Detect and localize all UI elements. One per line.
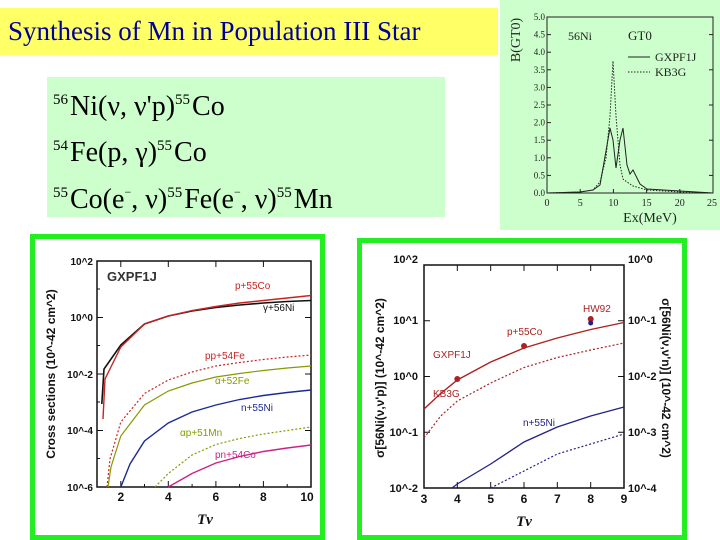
svg-text:10^-2: 10^-2	[67, 370, 93, 381]
svg-text:4.0: 4.0	[534, 47, 546, 57]
series-alpha-fe52	[107, 365, 312, 488]
label-n-ni55: n+55Ni	[241, 403, 273, 414]
label-kb3g: KB3G	[433, 389, 460, 400]
svg-text:10^-1: 10^-1	[390, 427, 418, 439]
svg-text:0: 0	[545, 198, 550, 209]
x-axis-label: Tν	[197, 512, 213, 528]
legend-gxpf1j: GXPF1J	[655, 50, 697, 64]
svg-text:10^2: 10^2	[393, 254, 418, 266]
svg-text:6: 6	[521, 492, 528, 506]
slide-title: Synthesis of Mn in Population III Star	[0, 8, 498, 55]
svg-text:5.0: 5.0	[534, 12, 546, 22]
svg-text:1.0: 1.0	[534, 153, 546, 163]
svg-text:15: 15	[642, 198, 652, 209]
svg-text:9: 9	[621, 492, 628, 506]
svg-text:25: 25	[707, 198, 717, 209]
svg-text:20: 20	[675, 198, 685, 209]
series-p-co55-gxpf1j	[423, 321, 625, 410]
label-gamma-ni56: γ+56Ni	[263, 303, 294, 314]
series-pp-fe54	[106, 354, 312, 488]
chart-title: GXPF1J	[107, 269, 157, 284]
svg-text:4: 4	[165, 490, 172, 504]
label-p-co55: p+55Co	[507, 327, 543, 338]
svg-text:10^-2: 10^-2	[628, 371, 656, 383]
svg-text:10^1: 10^1	[393, 315, 418, 327]
svg-text:5: 5	[578, 198, 583, 209]
svg-text:10^-4: 10^-4	[67, 426, 93, 437]
svg-text:5: 5	[487, 492, 494, 506]
svg-text:2.5: 2.5	[534, 100, 546, 110]
series-n-ni55-kb3g	[490, 433, 625, 489]
svg-text:10: 10	[300, 490, 314, 504]
svg-text:10^-4: 10^-4	[628, 483, 657, 495]
y-axis-label: B(GT0)	[509, 18, 524, 63]
svg-text:3: 3	[421, 492, 428, 506]
svg-text:1.5: 1.5	[534, 135, 546, 145]
label-n-ni55: n+55Ni	[523, 418, 555, 429]
label-alphap-mn51: αp+51Mn	[180, 428, 222, 439]
svg-text:2: 2	[117, 490, 124, 504]
svg-text:0.0: 0.0	[534, 188, 546, 198]
svg-text:10^2: 10^2	[70, 257, 93, 268]
legend-kb3g: KB3G	[655, 65, 687, 79]
chart-title: GT0	[628, 28, 652, 43]
svg-text:10^0: 10^0	[393, 371, 418, 383]
reaction-equations-panel: 56Ni(ν, ν'p)55Co 54Fe(p, γ)55Co 55Co(e−,…	[47, 77, 445, 217]
svg-text:6: 6	[213, 490, 220, 504]
svg-text:7: 7	[554, 492, 561, 506]
series-n-ni55	[120, 389, 312, 488]
label-p-co55: p+55Co	[235, 281, 271, 292]
svg-text:10^-6: 10^-6	[67, 483, 93, 494]
series-n-ni55-gxpf1j	[451, 406, 625, 489]
svg-text:8: 8	[260, 490, 267, 504]
svg-text:3.0: 3.0	[534, 82, 546, 92]
svg-text:0.5: 0.5	[534, 170, 546, 180]
svg-text:10^0: 10^0	[70, 313, 93, 324]
label-pn-co54: pn+54Co	[215, 450, 256, 461]
svg-text:3.5: 3.5	[534, 65, 546, 75]
nuclide-annotation: 56Ni	[568, 29, 593, 43]
y-axis-label: Cross sections (10^-42 cm^2)	[44, 289, 58, 458]
svg-text:8: 8	[587, 492, 594, 506]
svg-text:2.0: 2.0	[534, 118, 546, 128]
y-axis-label-left: σ[56Ni(ν,ν'p)] (10^-42 cm^2)	[373, 298, 387, 458]
series-p-co55	[102, 294, 312, 420]
label-pp-fe54: pp+54Fe	[205, 351, 245, 362]
reaction-1: 56Ni(ν, ν'p)55Co	[53, 91, 225, 122]
svg-text:10: 10	[608, 198, 618, 209]
reaction-3: 55Co(e−, ν)55Fe(e−, ν)55Mn	[53, 184, 333, 215]
svg-text:10^0: 10^0	[628, 254, 653, 266]
ni56-cross-section-chart-frame: 10^2 10^1 10^0 10^-1 10^-2 10^0 10^-1 10…	[357, 238, 687, 540]
series-pn-co54	[167, 444, 312, 488]
label-hw92: HW92	[583, 304, 611, 315]
y-axis-label-right: σ[56Ni(ν,ν'n)] (10^-42 cm^2)	[659, 298, 673, 458]
x-axis-label: Tν	[516, 514, 532, 530]
label-alpha-fe52: α+52Fe	[215, 376, 250, 387]
x-axis-label: Ex(MeV)	[623, 211, 677, 226]
gt0-strength-chart: 0.0 0.5 1.0 1.5 2.0 2.5 3.0 3.5 4.0 4.5 …	[500, 0, 720, 230]
cross-sections-chart-frame: 10^2 10^0 10^-2 10^-4 10^-6 2 4 6 8 10 T…	[30, 234, 325, 540]
svg-text:4.5: 4.5	[534, 30, 546, 40]
svg-text:10^-1: 10^-1	[628, 315, 656, 327]
svg-text:10^-2: 10^-2	[390, 483, 418, 495]
label-gxpf1j: GXPF1J	[433, 350, 471, 361]
hw92-markers	[454, 316, 594, 382]
reaction-2: 54Fe(p, γ)55Co	[53, 137, 207, 168]
svg-text:4: 4	[454, 492, 461, 506]
svg-text:10^-3: 10^-3	[628, 427, 656, 439]
